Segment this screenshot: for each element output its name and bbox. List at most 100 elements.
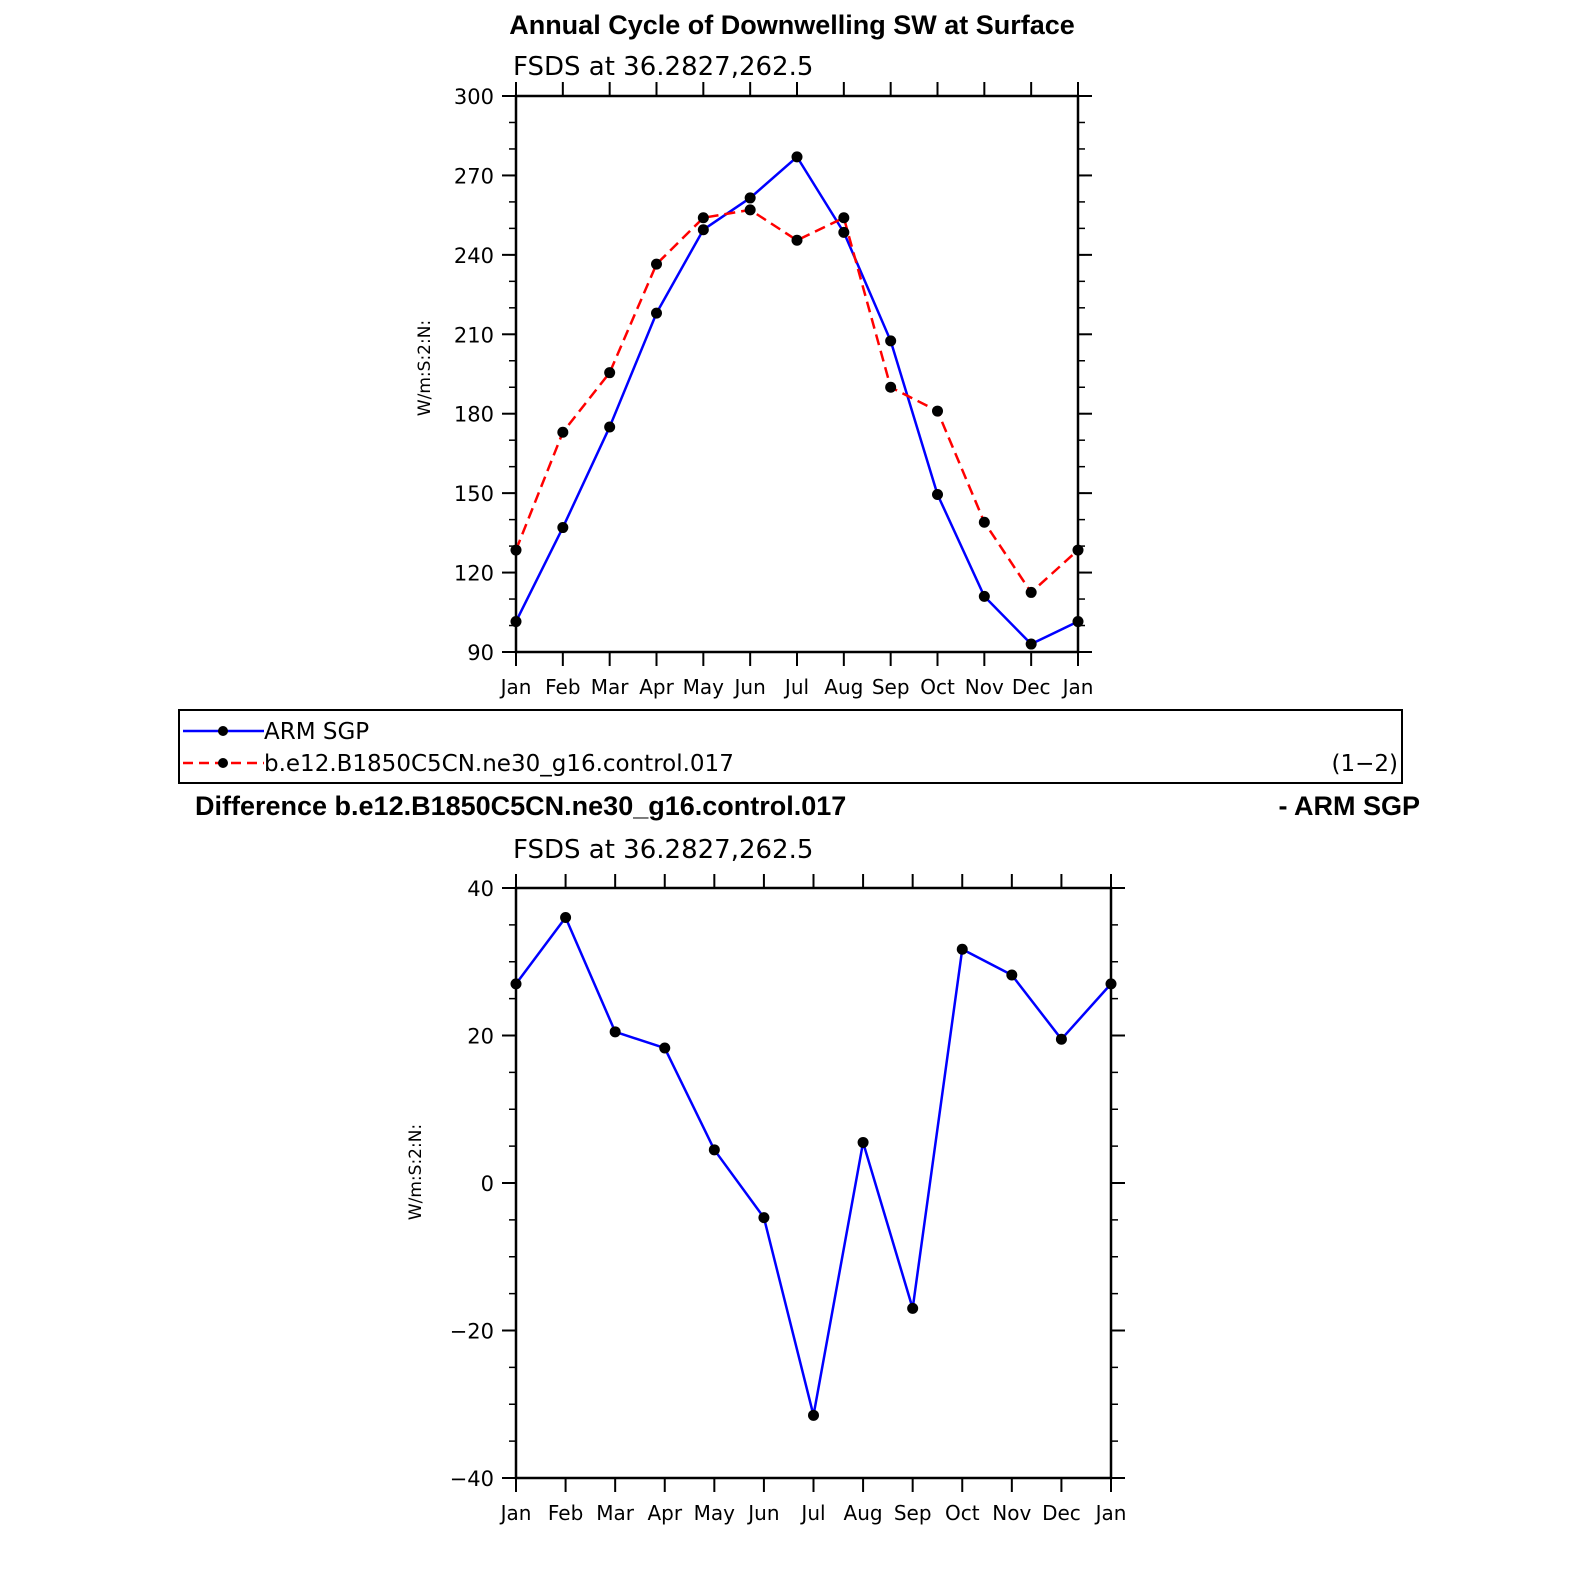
top-chart-frame — [514, 94, 1080, 654]
top-chart-series-0-point — [791, 151, 803, 163]
top-chart-series-1-point — [978, 516, 990, 528]
top-chart-series-0-point — [978, 590, 990, 602]
legend-note: (1−2) — [1332, 751, 1398, 777]
bottom-chart-x-tick-label: Jul — [799, 1501, 825, 1525]
top-chart-series-1-point — [885, 381, 897, 393]
bottom-chart-series-0-point — [857, 1136, 869, 1148]
bottom-chart-title-right: - ARM SGP — [1279, 791, 1421, 821]
bottom-chart-y-tick-label: 20 — [467, 1025, 494, 1049]
bottom-chart-x-tick-label: Nov — [992, 1501, 1031, 1525]
top-chart-series-1-point — [651, 258, 662, 270]
top-chart-x-tick-label: Apr — [639, 675, 674, 699]
bottom-chart-series-0-point — [659, 1042, 671, 1054]
top-chart-series-1-point — [932, 405, 943, 417]
top-chart-y-tick-label: 270 — [454, 164, 494, 188]
top-chart-series-1-point — [1025, 586, 1037, 598]
bottom-chart-x-tick-label: Oct — [945, 1501, 980, 1525]
bottom-plot-area: −40 −20 0 20 40 Jan Feb Mar Apr May Jun Jul Aug Sep Oc… — [450, 874, 1127, 1525]
top-chart-x-tick-label: May — [683, 675, 725, 699]
top-chart-series-1-point — [557, 426, 569, 438]
bottom-chart-x-tick-label: Sep — [894, 1501, 932, 1525]
top-chart-series-0-point — [1025, 638, 1037, 650]
top-chart-y-tick-label: 180 — [454, 403, 494, 427]
bottom-chart-series-0-point — [510, 978, 522, 990]
bottom-chart-series-0-point — [808, 1409, 819, 1421]
top-plot-area: 90 120 150 180 210 240 270 300 Jan Feb Mar Apr May Ju… — [454, 82, 1094, 699]
legend-label-model: b.e12.B1850C5CN.ne30_g16.control.017 — [264, 751, 734, 777]
top-chart-subtitle: FSDS at 36.2827,262.5 — [513, 52, 813, 82]
top-chart-x-tick-label: Aug — [824, 675, 863, 699]
top-chart-x-tick-label: Jan — [499, 675, 532, 699]
bottom-chart-frame — [514, 886, 1113, 1480]
top-chart-y-tick-label: 240 — [454, 244, 494, 268]
top-chart-x-tick-label: Feb — [545, 675, 580, 699]
top-chart-series-0-point — [932, 488, 943, 500]
top-chart-x-tick-label: Jun — [733, 675, 766, 699]
bottom-chart-series-0-line — [514, 916, 1112, 1417]
bottom-chart-x-tick-label: Feb — [548, 1501, 583, 1525]
bottom-chart-series-0-point — [708, 1144, 720, 1156]
bottom-chart-series-0-point — [956, 943, 968, 955]
bottom-chart-series-0-point — [1006, 969, 1018, 981]
bottom-chart-ylabel: W/m:S:2:N: — [406, 1124, 426, 1220]
bottom-chart-series-0-point — [609, 1026, 621, 1038]
top-chart-x-tick-label: Oct — [920, 675, 955, 699]
bottom-chart-x-tick-label: Dec — [1042, 1501, 1081, 1525]
top-chart-series-0-point — [885, 335, 897, 347]
top-chart-series-1-line — [514, 208, 1079, 594]
top-chart-x-tick-label: Jan — [1061, 675, 1094, 699]
top-chart-y-tick-label: 300 — [454, 85, 494, 109]
legend-box — [178, 709, 1403, 784]
bottom-chart-x-tick-label: Jun — [746, 1501, 779, 1525]
top-chart-title: Annual Cycle of Downwelling SW at Surfac… — [509, 10, 1075, 40]
top-chart-x-tick-label: Dec — [1012, 675, 1051, 699]
bottom-chart-y-tick-label: 0 — [481, 1172, 494, 1196]
bottom-chart-series-0-point — [907, 1302, 919, 1314]
bottom-chart-y-tick-label: −40 — [450, 1467, 494, 1491]
bottom-chart-x-tick-label: Apr — [647, 1501, 682, 1525]
bottom-chart-series-0-point — [758, 1212, 770, 1224]
top-chart-y-tick-label: 210 — [454, 323, 494, 347]
top-chart-series-1-point — [744, 204, 756, 216]
top-chart-x-tick-label: Sep — [872, 675, 910, 699]
top-chart-series-1-point — [1072, 544, 1084, 556]
bottom-chart-y-tick-label: −20 — [450, 1320, 494, 1344]
top-chart-y-tick-label: 90 — [467, 641, 494, 665]
top-chart-series-1-point — [697, 212, 709, 224]
top-chart-ylabel: W/m:S:2:N: — [415, 320, 435, 416]
legend-label-arm-sgp: ARM SGP — [264, 719, 369, 745]
bottom-chart-title: Difference b.e12.B1850C5CN.ne30_g16.cont… — [195, 791, 846, 821]
legend: ARM SGP b.e12.B1850C5CN.ne30_g16.control… — [178, 709, 1403, 784]
top-chart-x-tick-label: Mar — [591, 675, 630, 699]
bottom-chart-series-0-point — [560, 912, 572, 923]
top-chart-x-tick-label: Nov — [965, 675, 1004, 699]
top-chart-series-0-point — [604, 421, 616, 433]
legend-marker-arm-sgp — [218, 726, 228, 736]
top-chart-series-1-point — [604, 367, 616, 379]
top-chart-series-1-point — [510, 544, 522, 556]
bottom-chart-subtitle: FSDS at 36.2827,262.5 — [513, 835, 813, 865]
legend-marker-model — [218, 758, 228, 768]
top-chart-series-0-point — [557, 522, 569, 534]
top-chart-series-0-point — [1072, 616, 1084, 628]
bottom-chart-series-0-point — [1055, 1033, 1067, 1045]
top-chart-x-tick-label: Jul — [783, 675, 809, 699]
top-chart-series-0-point — [651, 307, 662, 319]
bottom-chart-x-tick-label: Mar — [596, 1501, 635, 1525]
top-chart-series-0-point — [510, 616, 522, 628]
top-chart-series-0-line — [514, 155, 1079, 646]
bottom-chart-x-tick-label: Jan — [1094, 1501, 1127, 1525]
top-chart-y-tick-label: 150 — [454, 482, 494, 506]
bottom-chart-y-tick-label: 40 — [467, 877, 494, 901]
top-chart-series-1-point — [791, 234, 803, 246]
bottom-chart-series-0-point — [1105, 978, 1117, 990]
top-chart-series-1-point — [838, 212, 850, 224]
top-chart-series-0-point — [744, 192, 756, 204]
top-chart-series-0-point — [838, 226, 850, 238]
bottom-chart-x-tick-label: Jan — [499, 1501, 532, 1525]
bottom-chart-x-tick-label: Aug — [844, 1501, 883, 1525]
bottom-chart-x-tick-label: May — [694, 1501, 736, 1525]
top-chart-y-tick-label: 120 — [454, 562, 494, 586]
top-chart-series-0-point — [697, 224, 709, 236]
